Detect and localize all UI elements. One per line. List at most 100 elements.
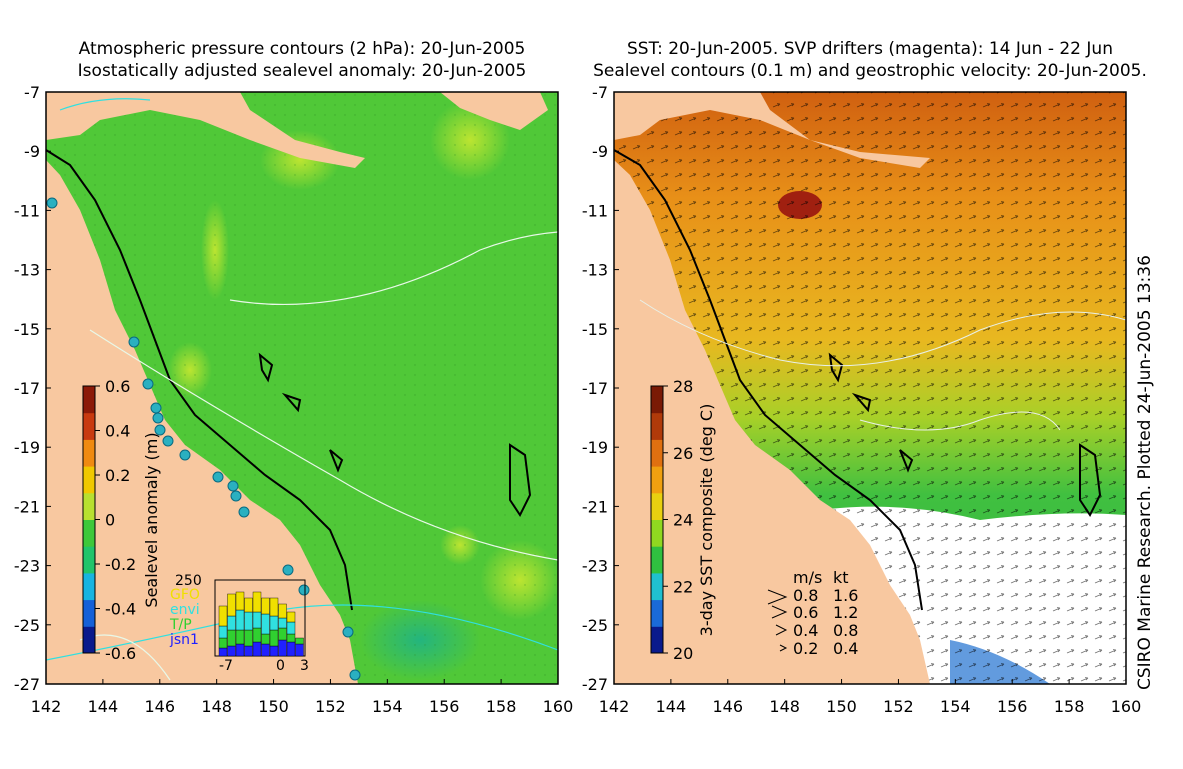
left-colorbar-swatch-4 [83,519,95,547]
legend-row-3-kt: 0.4 [833,639,858,658]
tide-gauges [46,197,361,681]
hist-bar-2-T/P [235,629,245,645]
histogram-ymax: 250 [175,573,202,589]
right-colorbar-swatch-2 [651,572,663,601]
right_panel-ytick-10: -27 [582,675,608,694]
right-colorbar-tick-4: 20 [673,644,693,663]
hist-bar-4-T/P [252,627,262,643]
right-colorbar-tick-0: 28 [673,377,693,396]
legend-envi: envi [170,602,200,618]
left_panel-xtick-5: 152 [315,697,346,716]
left-colorbar-swatch-1 [83,599,95,627]
left-colorbar-tick-4: -0.2 [105,555,136,574]
legend-row-1-kt: 1.2 [833,603,858,622]
right_panel-xtick-4: 150 [826,697,857,716]
right_panel-xtick-7: 156 [997,697,1028,716]
right-map [613,91,1127,685]
hist-bar-9-jsn1 [295,643,304,657]
right_panel-ytick-1: -9 [592,142,608,161]
hist-bar-6-envi [269,615,279,631]
right_panel-ytick-9: -25 [582,616,608,635]
left-colorbar-swatch-0 [83,626,95,654]
altimeter-histogram: 250 -7 0 3 GFO envi T/P jsn1 [169,573,309,674]
right-colorbar: 28 26 24 22 20 [650,377,693,663]
hist-bar-8-T/P [286,633,296,643]
histogram-xtick-1: 0 [276,658,285,674]
left_panel-ytick-0: -7 [24,83,40,102]
hist-bar-7-GFO [278,603,287,619]
hist-bar-3-T/P [244,629,253,647]
right-colorbar-swatch-6 [651,466,663,494]
right-colorbar-swatch-8 [651,412,663,440]
right-colorbar-label: 3-day SST composite (deg C) [697,404,716,637]
left_panel-xtick-4: 150 [258,697,289,716]
left_panel-xtick-7: 156 [429,697,460,716]
legend-header-kt: kt [833,568,849,587]
hist-bar-5-T/P [261,633,270,645]
left_panel-ytick-5: -17 [14,379,40,398]
right-colorbar-swatch-3 [651,546,663,574]
hist-bar-8-jsn1 [286,641,296,657]
left_panel-xtick-1: 144 [88,697,119,716]
left-colorbar-swatch-2 [83,572,95,601]
left-colorbar-tick-6: -0.6 [105,644,136,663]
right_panel-ytick-7: -21 [582,497,608,516]
right-colorbar-tick-3: 22 [673,577,693,596]
hist-bar-0-GFO [218,605,228,627]
left-map [45,91,560,685]
legend-gfo: GFO [170,587,200,603]
right_panel-xtick-5: 152 [883,697,914,716]
left_panel-xtick-6: 154 [372,697,403,716]
histogram-xtick-2: 3 [300,658,309,674]
hist-bar-5-GFO [261,597,270,615]
hist-bar-4-GFO [252,591,262,613]
left-colorbar-swatch-7 [83,439,95,467]
left-colorbar-swatch-3 [83,546,95,574]
left-colorbar-swatch-5 [83,492,95,520]
australia-landmass [46,160,358,684]
right_panel-xtick-6: 154 [940,697,971,716]
left_panel-ytick-10: -27 [14,675,40,694]
right-colorbar-swatch-4 [651,519,663,547]
right-colorbar-tick-1: 26 [673,444,693,463]
left_panel-ytick-8: -23 [14,557,40,576]
right-title-line1: SST: 20-Jun-2005. SVP drifters (magenta)… [627,39,1113,59]
left-colorbar-swatch-9 [83,386,95,414]
legend-row-0-kt: 1.6 [833,586,858,605]
hist-bar-7-envi [278,617,287,629]
left_panel-ytick-3: -13 [14,261,40,280]
right_panel-ytick-5: -17 [582,379,608,398]
hist-bar-0-envi [218,625,228,639]
hist-bar-4-envi [252,611,262,629]
left_panel-xtick-0: 142 [31,697,62,716]
credit-text: CSIRO Marine Research. Plotted 24-Jun-20… [1135,255,1155,690]
left_panel-ytick-2: -11 [14,201,40,220]
velocity-legend: m/s kt 0.8 1.6 0.6 1.2 0.4 0.8 0.2 0.4 [767,568,858,658]
hist-bar-5-envi [261,613,270,635]
left_panel-xtick-2: 146 [145,697,176,716]
left-colorbar-tick-3: 0 [105,511,115,530]
right_panel-ytick-2: -11 [582,201,608,220]
hist-bar-6-jsn1 [269,645,279,657]
right-colorbar-swatch-0 [651,626,663,654]
hist-bar-3-envi [244,611,253,631]
right-colorbar-swatch-9 [651,386,663,414]
left-colorbar-swatch-6 [83,466,95,494]
hist-bar-5-jsn1 [261,643,270,657]
left-colorbar-tick-1: 0.4 [105,422,130,441]
hist-bar-1-jsn1 [227,645,236,657]
right-colorbar-swatch-1 [651,599,663,627]
right-colorbar-swatch-7 [651,439,663,467]
hist-bar-9-T/P [295,637,304,645]
hist-bar-7-jsn1 [278,639,287,657]
right_panel-ytick-0: -7 [592,83,608,102]
hist-bar-2-GFO [235,591,245,611]
hist-bar-1-GFO [227,593,236,617]
left_panel-xtick-8: 158 [486,697,517,716]
right_panel-xtick-8: 158 [1054,697,1085,716]
right_panel-ytick-4: -15 [582,320,608,339]
hist-bar-3-jsn1 [244,645,253,657]
hist-bar-1-envi [227,615,236,631]
hist-bar-0-T/P [218,637,228,649]
legend-jsn1: jsn1 [169,632,199,648]
